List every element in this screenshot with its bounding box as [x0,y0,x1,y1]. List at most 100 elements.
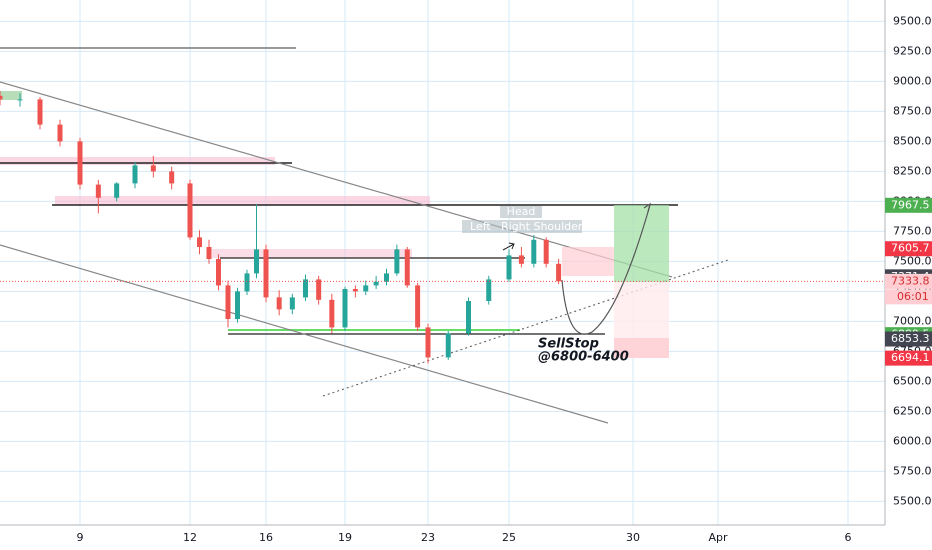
x-tick-label: 12 [183,531,197,544]
zone [212,249,412,258]
candle-body [342,289,348,328]
zone [55,196,430,205]
candle-body [206,247,212,259]
candle-body [95,184,101,198]
candle-body [556,263,562,282]
price-label: 7967.5 [891,198,930,211]
zone [0,91,22,100]
candle-body [384,273,389,282]
x-tick-label: 16 [259,531,273,544]
candle-body [114,183,120,198]
candle-body [276,297,282,310]
candle-body [57,124,63,142]
candle-body [373,281,379,286]
y-tick-label: 6500.00 [893,374,932,387]
price-label-box [885,331,932,347]
y-tick-label: 9500.00 [893,14,932,27]
axes: 5500.005750.006000.006250.006500.006750.… [77,14,932,544]
loss-zone [614,338,669,358]
candle-body [329,299,335,328]
candle-body [486,279,492,301]
candle-body [543,239,549,264]
candles [0,91,885,364]
candle-body [263,249,269,298]
candle-body [425,327,431,358]
candle-body [150,165,156,172]
candle-body [303,279,308,298]
candle-body [132,165,138,184]
price-label-box [885,273,932,289]
arrow-head [643,202,651,213]
countdown-box [885,289,932,305]
x-tick-label: 6 [845,531,852,544]
label-box [462,220,582,233]
candle-body [197,237,202,247]
candle-body [404,249,410,286]
candle-body [187,183,193,238]
candle-body [289,297,295,310]
arrow [502,242,515,251]
countdown: 06:01 [897,290,929,303]
candle-body [216,259,221,286]
y-tick-label: 6250.00 [893,404,932,417]
price-label-box [885,350,932,366]
candle-body [37,99,43,125]
candle-body [415,285,421,328]
zone [562,247,614,276]
y-tick-label: 7750.00 [893,224,932,237]
candle-body [363,285,369,292]
annotation: Right Shoulder [501,220,583,233]
price-label: 7605.7 [891,242,930,255]
y-tick-label: 8250.00 [893,164,932,177]
price-label: 7333.8 [891,274,930,287]
candle-body [235,291,240,319]
annotation: @6800-6400 [538,350,629,365]
candle-body [506,255,512,280]
channel-line [0,81,673,278]
x-tick-label: 23 [421,531,435,544]
y-tick-label: 5500.00 [893,494,932,507]
x-tick-label: 9 [77,531,84,544]
y-tick-label: 9250.00 [893,44,932,57]
candle-body [244,273,250,292]
price-label: 6694.1 [891,351,930,364]
candle-body [394,249,400,274]
candle-body [225,285,231,319]
candle-body [254,249,259,274]
x-tick-label: Apr [708,531,728,544]
label-box [500,206,542,218]
x-tick-label: 30 [626,531,640,544]
y-tick-label: 8750.00 [893,104,932,117]
candle-body [445,333,451,358]
y-tick-label: 6000.00 [893,434,932,447]
price-label-box [885,197,932,213]
y-tick-label: 7500.00 [893,254,932,267]
candle-body [531,239,537,264]
candle-body [17,99,23,101]
price-label: 6853.3 [891,332,930,345]
y-tick-label: 9000.00 [893,74,932,87]
annotation: Head [507,205,536,218]
candle-body [0,95,3,100]
channel-line [0,244,609,424]
zone [0,157,275,165]
profit-zone [614,205,669,282]
candle-body [518,255,524,264]
y-tick-label: 7000.00 [893,314,932,327]
x-tick-label: 19 [338,531,352,544]
x-tick-label: 25 [502,531,516,544]
y-tick-label: 8500.00 [893,134,932,147]
candle-body [169,171,175,184]
candle-body [466,301,471,334]
annotation: SellStop [538,337,599,352]
annotation: Left [470,220,491,233]
drawings: Head Left Right Shoulder SellStop @6800-… [0,47,729,424]
y-tick-label: 5750.00 [893,464,932,477]
candle-body [316,279,322,300]
price-label-box [885,241,932,257]
candle-body [352,289,358,292]
projection-arrow [561,204,651,335]
candle-body [77,141,83,185]
